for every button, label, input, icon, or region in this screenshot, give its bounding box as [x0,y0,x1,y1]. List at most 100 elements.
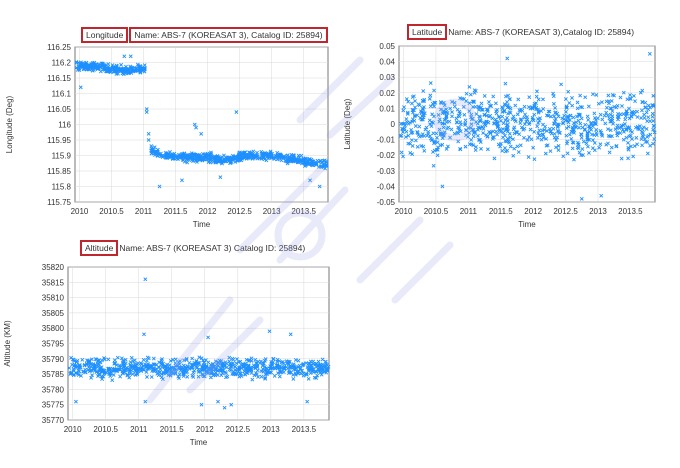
data-point [130,69,135,74]
data-point [158,367,163,371]
data-point [289,156,294,161]
data-point [87,360,92,365]
x-tick-label: 2010 [71,207,89,216]
data-point [466,134,470,139]
data-point [485,134,490,139]
data-point [512,146,517,151]
data-point [260,367,265,371]
data-point [579,135,584,140]
data-point [486,120,491,125]
data-point [572,157,576,162]
data-point [219,373,224,378]
data-point [437,117,442,122]
data-point [157,370,162,375]
data-point [301,158,305,163]
latitude-plot: -0.05 -0.04 -0.03 -0.02 -0.01 0 0.01 0.02 0.03 0.… [343,42,657,229]
data-point [585,130,590,135]
data-point [74,363,79,368]
data-point [554,145,558,150]
data-point [199,356,204,361]
data-point [284,159,289,164]
data-point [197,368,202,373]
data-point [531,118,536,123]
data-point [415,113,420,118]
data-point [98,69,103,74]
data-point [286,361,291,366]
data-point [593,120,598,125]
y-tick-label: 35820 [42,263,65,272]
data-point [506,93,511,98]
data-point [402,105,406,110]
x-axis-label: Time [193,220,211,229]
data-point [147,364,151,369]
data-point [221,365,226,370]
data-point [576,146,581,151]
data-point [651,93,656,98]
data-point [420,132,425,137]
data-point [400,130,405,134]
data-point [580,147,585,151]
data-point [592,116,597,120]
data-point [128,64,133,69]
data-point [518,143,523,148]
data-point [577,112,582,117]
data-point [428,104,433,109]
y-axis-label: Latitude (Deg) [343,98,352,149]
x-tick-label: 2013 [589,207,607,216]
data-point [570,140,575,145]
data-point [570,146,575,151]
data-point [442,117,447,122]
data-point [441,125,446,130]
data-point [71,364,76,369]
data-point [512,131,517,136]
data-point [639,137,644,142]
data-point [155,371,160,376]
data-point [564,133,569,138]
data-point [229,402,234,407]
data-point [513,103,518,108]
data-point [277,359,282,363]
data-point [315,158,320,163]
data-point [432,141,436,146]
data-point [310,162,314,167]
data-point [413,124,418,128]
data-point [216,399,220,404]
y-tick-label: 35775 [42,401,65,410]
data-point [497,127,502,132]
data-point [196,374,201,379]
data-point [651,127,656,132]
data-point [651,123,656,128]
title-prefix-box: Altitude [80,240,119,256]
data-point [419,134,424,139]
data-point [633,99,637,104]
data-point [485,147,490,152]
data-point [428,136,433,141]
data-point [194,359,199,363]
y-tick-label: 35810 [42,294,65,303]
data-point [432,100,437,105]
data-point [129,355,134,360]
data-point [74,65,79,70]
data-point [626,145,631,150]
data-point [440,121,445,126]
data-point [237,154,242,159]
data-point [589,121,594,126]
data-point [129,66,134,71]
data-point [144,110,149,115]
data-point [561,121,566,126]
data-point [317,184,322,189]
data-point [479,146,483,151]
data-point [288,364,293,369]
data-point [482,112,487,117]
data-point [236,369,241,374]
data-point [648,143,653,148]
data-point [142,332,146,337]
data-point [548,149,553,154]
data-point [442,110,447,115]
latitude-chart: Latitude Name: ABS-7 (KOREASAT 3),Catalog… [340,0,680,232]
data-point [190,356,195,361]
data-point [635,142,640,147]
data-point [323,359,328,364]
data-point [171,357,175,362]
y-tick-label: -0.01 [377,136,396,145]
